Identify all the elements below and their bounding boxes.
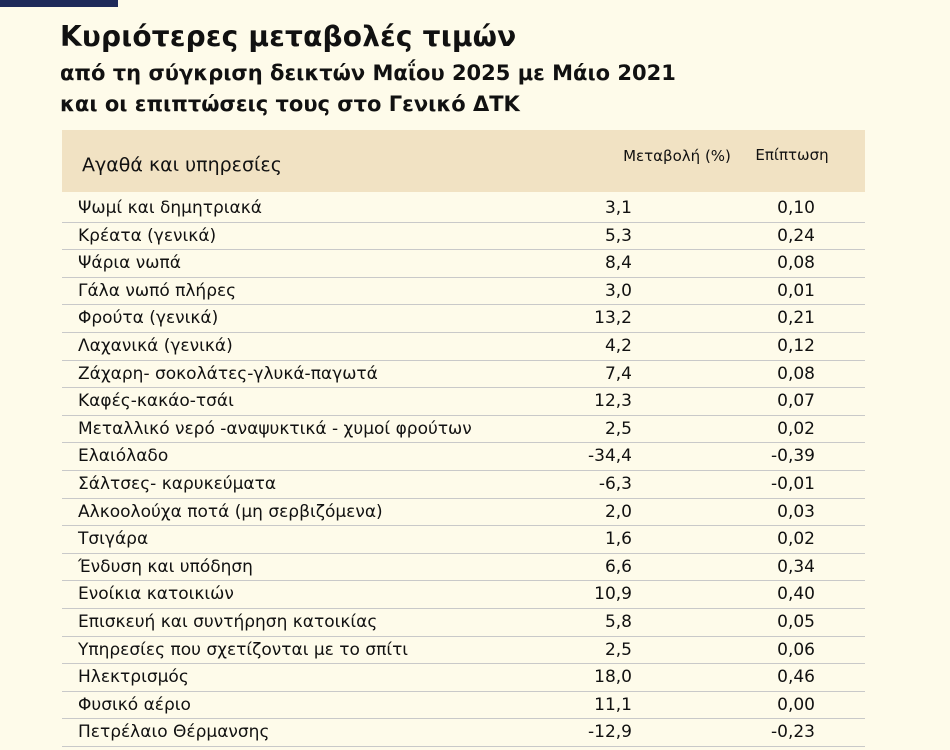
table-cell: -6,3 xyxy=(598,473,632,494)
table-cell: 0,24 xyxy=(777,225,815,246)
table-cell: 0,34 xyxy=(777,556,815,577)
table-cell: Μεταλλικό νερό -αναψυκτικά - χυμοί φρούτ… xyxy=(78,418,472,439)
table-cell: 2,0 xyxy=(604,501,632,522)
table-row: Κρέατα (γενικά) 5,3 0,24 xyxy=(62,223,865,251)
table-cell: 10,9 xyxy=(594,584,632,605)
title: Κυριότερες μεταβολές τιμών xyxy=(60,20,517,53)
table-cell: -12,9 xyxy=(588,722,632,743)
table-cell: Αλκοολούχα ποτά (μη σερβιζόμενα) xyxy=(78,501,383,522)
table-header: Αγαθά και υπηρεσίες Μεταβολή (%) Επίπτωσ… xyxy=(62,130,865,192)
table-cell: Κρέατα (γενικά) xyxy=(78,225,217,246)
table-row: Ένδυση και υπόδηση 6,6 0,34 xyxy=(62,554,865,582)
table-row: Ψωμί και δημητριακά 3,1 0,10 xyxy=(62,195,865,223)
table-cell: 0,08 xyxy=(777,363,815,384)
table-row: Πετρέλαιο Θέρμανσης -12,9 -0,23 xyxy=(62,719,865,747)
table-cell: 0,07 xyxy=(777,391,815,412)
table-cell: Ψωμί και δημητριακά xyxy=(78,198,262,218)
table-cell: 4,2 xyxy=(604,335,632,356)
table-cell: Φυσικό αέριο xyxy=(78,694,191,715)
table-row: Ζάχαρη- σοκολάτες-γλυκά-παγωτά 7,4 0,08 xyxy=(62,361,865,389)
table-cell: 0,12 xyxy=(777,335,815,356)
table-cell: Καφές-κακάο-τσάι xyxy=(78,391,234,412)
table-body: Ψωμί και δημητριακά 3,1 0,10 Κρέατα (γενικά… xyxy=(62,195,865,747)
table-cell: 0,40 xyxy=(777,584,815,605)
table-row: Λαχανικά (γενικά) 4,2 0,12 xyxy=(62,333,865,361)
column-header: Αγαθά και υπηρεσίες xyxy=(82,154,282,176)
table-cell: 7,4 xyxy=(604,363,632,384)
table-cell: 3,1 xyxy=(604,198,632,218)
table-cell: Τσιγάρα xyxy=(78,529,149,550)
table-cell: Ελαιόλαδο xyxy=(78,446,169,467)
table-cell: 11,1 xyxy=(594,694,632,715)
table-cell: 0,02 xyxy=(777,529,815,550)
table-cell: 0,02 xyxy=(777,418,815,439)
table: Αγαθά και υπηρεσίες Μεταβολή (%) Επίπτωσ… xyxy=(62,130,865,747)
column-header: Επίπτωση xyxy=(755,146,829,164)
table-row: Μεταλλικό νερό -αναψυκτικά - χυμοί φρούτ… xyxy=(62,416,865,444)
table-cell: 5,8 xyxy=(604,611,632,632)
table-row: Γάλα νωπό πλήρες 3,0 0,01 xyxy=(62,278,865,306)
table-cell: 3,0 xyxy=(604,280,632,301)
table-cell: 0,10 xyxy=(777,198,815,218)
table-cell: Πετρέλαιο Θέρμανσης xyxy=(78,722,270,743)
table-cell: 0,03 xyxy=(777,501,815,522)
table-cell: 2,5 xyxy=(604,418,632,439)
table-cell: -0,23 xyxy=(771,722,815,743)
table-cell: 0,21 xyxy=(777,308,815,329)
table-cell: 0,08 xyxy=(777,253,815,274)
table-row: Ηλεκτρισμός 18,0 0,46 xyxy=(62,664,865,692)
table-cell: Υπηρεσίες που σχετίζονται με το σπίτι xyxy=(78,639,409,660)
table-cell: 0,46 xyxy=(777,667,815,688)
table-cell: 8,4 xyxy=(604,253,632,274)
table-row: Ενοίκια κατοικιών 10,9 0,40 xyxy=(62,581,865,609)
table-row: Τσιγάρα 1,6 0,02 xyxy=(62,526,865,554)
table-cell: -34,4 xyxy=(588,446,632,467)
table-cell: 13,2 xyxy=(594,308,632,329)
table-cell: Ψάρια νωπά xyxy=(78,253,181,274)
table-row: Ελαιόλαδο -34,4 -0,39 xyxy=(62,443,865,471)
table-cell: -0,01 xyxy=(771,473,815,494)
table-cell: Ενοίκια κατοικιών xyxy=(78,584,234,605)
table-row: Ψάρια νωπά 8,4 0,08 xyxy=(62,250,865,278)
table-cell: Ηλεκτρισμός xyxy=(78,667,189,688)
table-row: Υπηρεσίες που σχετίζονται με το σπίτι 2,5… xyxy=(62,637,865,665)
table-cell: Γάλα νωπό πλήρες xyxy=(78,280,237,301)
table-cell: Λαχανικά (γενικά) xyxy=(78,335,233,356)
table-cell: -0,39 xyxy=(771,446,815,467)
table-cell: 0,00 xyxy=(777,694,815,715)
table-cell: Σάλτσες- καρυκεύματα xyxy=(78,473,277,494)
table-cell: 1,6 xyxy=(604,529,632,550)
table-cell: 2,5 xyxy=(604,639,632,660)
subtitle: από τη σύγκριση δεικτών Μαΐου 2025 με Μά… xyxy=(60,61,676,85)
table-cell: Ένδυση και υπόδηση xyxy=(78,556,253,577)
column-header: Μεταβολή (%) xyxy=(623,147,731,165)
table-cell: 6,6 xyxy=(604,556,632,577)
table-row: Σάλτσες- καρυκεύματα -6,3 -0,01 xyxy=(62,471,865,499)
table-row: Φυσικό αέριο 11,1 0,00 xyxy=(62,692,865,720)
table-cell: 5,3 xyxy=(604,225,632,246)
table-row: Επισκευή και συντήρηση κατοικίας 5,8 0,05 xyxy=(62,609,865,637)
accent-bar xyxy=(0,0,118,7)
table-cell: Φρούτα (γενικά) xyxy=(78,308,219,329)
table-row: Φρούτα (γενικά) 13,2 0,21 xyxy=(62,305,865,333)
table-cell: 0,05 xyxy=(777,611,815,632)
table-cell: 12,3 xyxy=(594,391,632,412)
table-row: Καφές-κακάο-τσάι 12,3 0,07 xyxy=(62,388,865,416)
table-cell: 0,01 xyxy=(777,280,815,301)
table-cell: Επισκευή και συντήρηση κατοικίας xyxy=(78,611,378,632)
table-cell: 0,06 xyxy=(777,639,815,660)
table-row: Αλκοολούχα ποτά (μη σερβιζόμενα) 2,0 0,03 xyxy=(62,499,865,527)
table-cell: 18,0 xyxy=(594,667,632,688)
table-cell: Ζάχαρη- σοκολάτες-γλυκά-παγωτά xyxy=(78,363,378,384)
subtitle: και οι επιπτώσεις τους στο Γενικό ΔΤΚ xyxy=(60,92,520,116)
